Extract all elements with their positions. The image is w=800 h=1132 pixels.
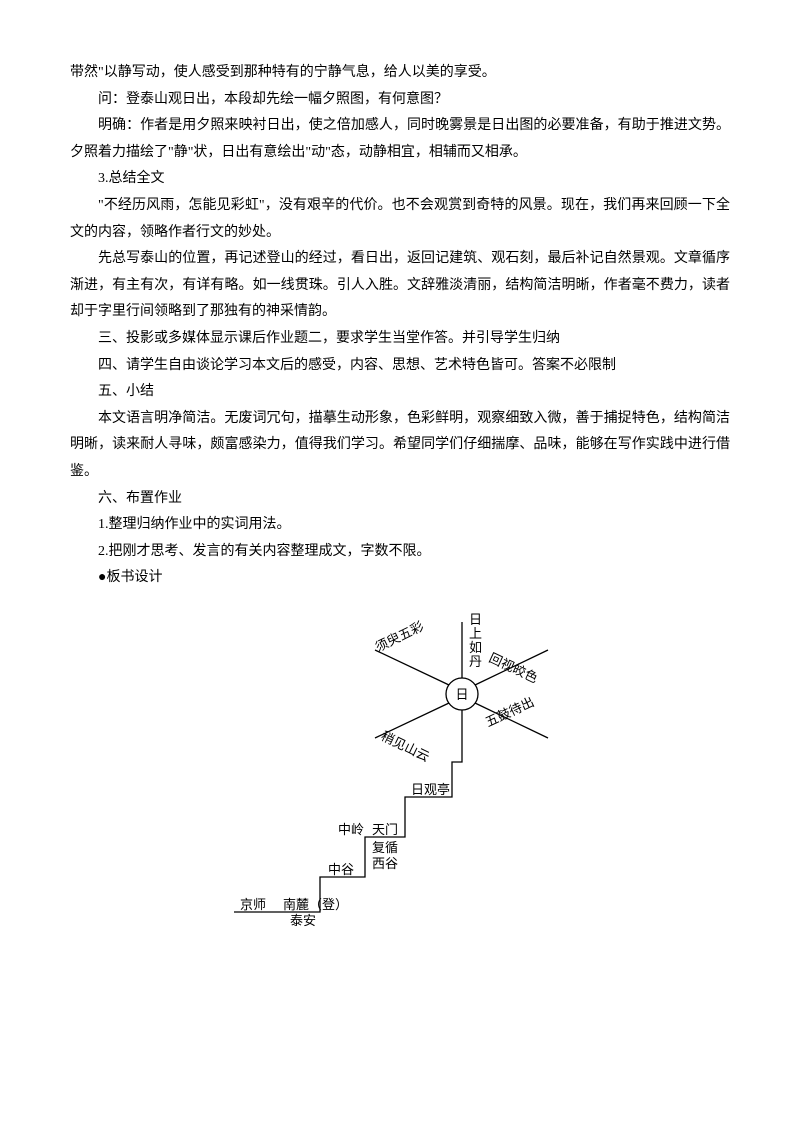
svg-text:五鼓待出: 五鼓待出 (483, 694, 536, 730)
svg-text:中谷: 中谷 (328, 862, 354, 877)
paragraph: "不经历风雨，怎能见彩虹"，没有艰辛的代价。也不会观赏到奇特的风景。现在，我们再… (70, 193, 730, 246)
homework-item-2: 2.把刚才思考、发言的有关内容整理成文，字数不限。 (70, 539, 730, 566)
heading-section-4: 四、请学生自由谈论学习本文后的感受，内容、思想、艺术特色皆可。答案不必限制 (70, 353, 730, 380)
svg-text:日: 日 (469, 612, 482, 627)
paragraph-answer: 明确：作者是用夕照来映衬日出，使之倍加感人，同时晚雾景是日出图的必要准备，有助于… (70, 113, 730, 166)
svg-text:稍见山云: 稍见山云 (379, 728, 432, 764)
heading-section-3: 三、投影或多媒体显示课后作业题二，要求学生当堂作答。并引导学生归纳 (70, 326, 730, 353)
heading-board-design: ●板书设计 (70, 565, 730, 592)
paragraph: 先总写泰山的位置，再记述登山的经过，看日出，返回记建筑、观石刻，最后补记自然景观… (70, 246, 730, 326)
svg-text:须臾五彩: 须臾五彩 (373, 618, 426, 654)
svg-text:如: 如 (469, 640, 482, 655)
svg-text:回视皎色: 回视皎色 (487, 650, 540, 686)
svg-text:西谷: 西谷 (372, 856, 398, 871)
heading-section-5: 五、小结 (70, 379, 730, 406)
svg-text:泰安: 泰安 (290, 913, 316, 928)
document-page: 带然"以静写动，使人感受到那种特有的宁静气息，给人以美的享受。 问：登泰山观日出… (0, 0, 800, 1002)
svg-text:天门: 天门 (372, 822, 398, 837)
svg-text:日: 日 (455, 687, 468, 702)
svg-text:南麓（登）: 南麓（登） (283, 897, 348, 912)
svg-text:中岭: 中岭 (338, 822, 364, 837)
svg-text:丹: 丹 (469, 654, 482, 669)
paragraph: 本文语言明净简洁。无废词冗句，描摹生动形象，色彩鲜明，观察细致入微，善于捕捉特色… (70, 406, 730, 486)
route-diagram-svg: 日上如丹须臾五彩回视皎色稍见山云五鼓待出日京师南麓（登）泰安中谷中岭天门复循西谷… (230, 612, 570, 962)
board-diagram: 日上如丹须臾五彩回视皎色稍见山云五鼓待出日京师南麓（登）泰安中谷中岭天门复循西谷… (70, 612, 730, 962)
paragraph-question: 问：登泰山观日出，本段却先绘一幅夕照图，有何意图？ (70, 87, 730, 114)
heading-section-6: 六、布置作业 (70, 486, 730, 513)
homework-item-1: 1.整理归纳作业中的实词用法。 (70, 512, 730, 539)
svg-text:京师: 京师 (240, 897, 266, 912)
svg-text:复循: 复循 (372, 840, 398, 855)
svg-text:日观亭: 日观亭 (411, 782, 450, 797)
heading-summary: 3.总结全文 (70, 166, 730, 193)
paragraph: 带然"以静写动，使人感受到那种特有的宁静气息，给人以美的享受。 (70, 60, 730, 87)
svg-text:上: 上 (469, 626, 482, 641)
